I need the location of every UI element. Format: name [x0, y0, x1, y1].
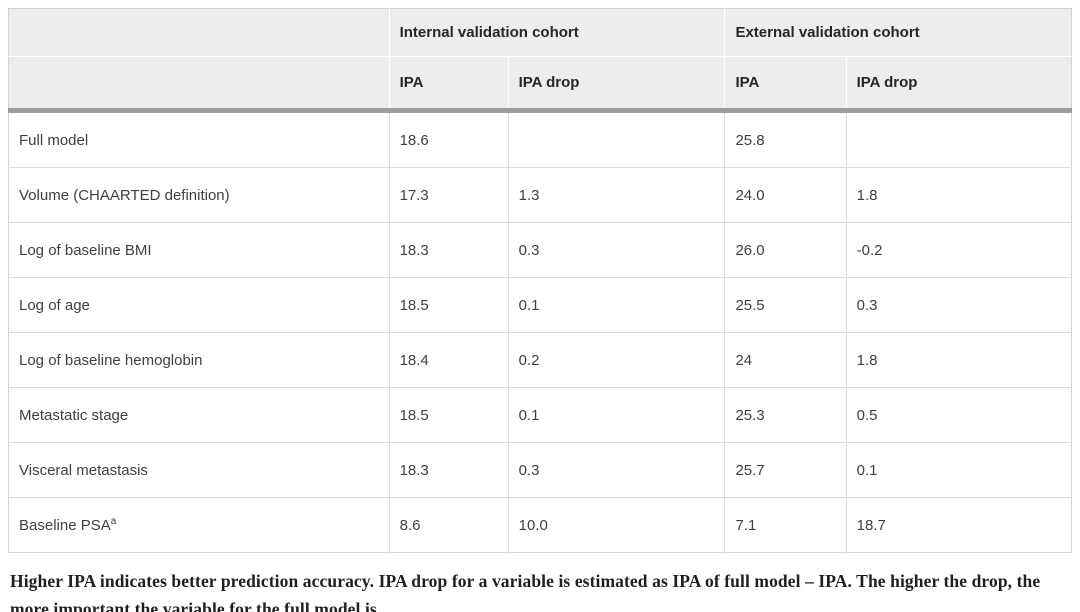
cell-ipa-external: 24.0 [724, 167, 847, 223]
sub-header-ipa-drop-internal: IPA drop [507, 56, 725, 113]
col-header-external-cohort: External validation cohort [724, 8, 1072, 57]
row-label: Volume (CHAARTED definition) [8, 167, 390, 223]
cell-ipa-drop-external: 1.8 [845, 332, 1072, 388]
table-row: Log of baseline BMI 18.3 0.3 26.0 -0.2 [8, 222, 1072, 278]
table-row: Log of baseline hemoglobin 18.4 0.2 24 1… [8, 332, 1072, 388]
cell-ipa-drop-external [845, 110, 1072, 168]
cell-ipa-drop-external: 0.3 [845, 277, 1072, 333]
row-label: Visceral metastasis [8, 442, 390, 498]
table-row: Full model 18.6 25.8 [8, 110, 1072, 168]
cell-ipa-internal: 18.3 [388, 222, 509, 278]
sub-header-row: IPA IPA drop IPA IPA drop [8, 56, 1072, 113]
cell-ipa-internal: 17.3 [388, 167, 509, 223]
table-header: Internal validation cohort External vali… [8, 8, 1072, 113]
cell-ipa-internal: 18.6 [388, 110, 509, 168]
cell-ipa-drop-internal: 0.2 [507, 332, 725, 388]
cell-ipa-drop-internal: 0.1 [507, 387, 725, 443]
col-header-internal-cohort: Internal validation cohort [388, 8, 725, 57]
cell-ipa-external: 25.5 [724, 277, 847, 333]
cell-ipa-drop-external: 0.1 [845, 442, 1072, 498]
table-body: Full model 18.6 25.8 Volume (CHAARTED de… [8, 110, 1072, 553]
cell-ipa-internal: 18.5 [388, 277, 509, 333]
cell-ipa-drop-external: -0.2 [845, 222, 1072, 278]
cell-ipa-internal: 8.6 [388, 497, 509, 553]
row-label: Log of baseline hemoglobin [8, 332, 390, 388]
group-header-row: Internal validation cohort External vali… [8, 8, 1072, 57]
cell-ipa-internal: 18.3 [388, 442, 509, 498]
row-label: Baseline PSAa [8, 497, 390, 553]
sub-header-ipa-internal: IPA [388, 56, 509, 113]
cell-ipa-drop-internal: 0.3 [507, 442, 725, 498]
cell-ipa-drop-external: 18.7 [845, 497, 1072, 553]
cell-ipa-drop-internal: 0.1 [507, 277, 725, 333]
cell-ipa-external: 26.0 [724, 222, 847, 278]
cell-ipa-drop-external: 0.5 [845, 387, 1072, 443]
results-table: Internal validation cohort External vali… [8, 8, 1072, 553]
cell-ipa-internal: 18.5 [388, 387, 509, 443]
cell-ipa-external: 25.3 [724, 387, 847, 443]
table-row: Baseline PSAa 8.6 10.0 7.1 18.7 [8, 497, 1072, 553]
table-row: Visceral metastasis 18.3 0.3 25.7 0.1 [8, 442, 1072, 498]
cell-ipa-drop-external: 1.8 [845, 167, 1072, 223]
cell-ipa-internal: 18.4 [388, 332, 509, 388]
table-row: Log of age 18.5 0.1 25.5 0.3 [8, 277, 1072, 333]
row-label: Log of baseline BMI [8, 222, 390, 278]
row-label: Full model [8, 110, 390, 168]
row-label: Metastatic stage [8, 387, 390, 443]
cell-ipa-external: 25.8 [724, 110, 847, 168]
table-row: Volume (CHAARTED definition) 17.3 1.3 24… [8, 167, 1072, 223]
row-label: Log of age [8, 277, 390, 333]
cell-ipa-drop-internal [507, 110, 725, 168]
corner-cell-top [8, 8, 390, 57]
cell-ipa-drop-internal: 1.3 [507, 167, 725, 223]
footnote-marker: a [110, 515, 117, 527]
sub-header-ipa-external: IPA [724, 56, 847, 113]
sub-header-ipa-drop-external: IPA drop [845, 56, 1072, 113]
cell-ipa-external: 7.1 [724, 497, 847, 553]
cell-ipa-external: 24 [724, 332, 847, 388]
table-footnote: Higher IPA indicates better prediction a… [10, 571, 1041, 612]
corner-cell-bottom [8, 56, 390, 113]
table-row: Metastatic stage 18.5 0.1 25.3 0.5 [8, 387, 1072, 443]
row-label-text: Baseline PSA [19, 516, 111, 534]
cell-ipa-drop-internal: 0.3 [507, 222, 725, 278]
cell-ipa-drop-internal: 10.0 [507, 497, 725, 553]
cell-ipa-external: 25.7 [724, 442, 847, 498]
